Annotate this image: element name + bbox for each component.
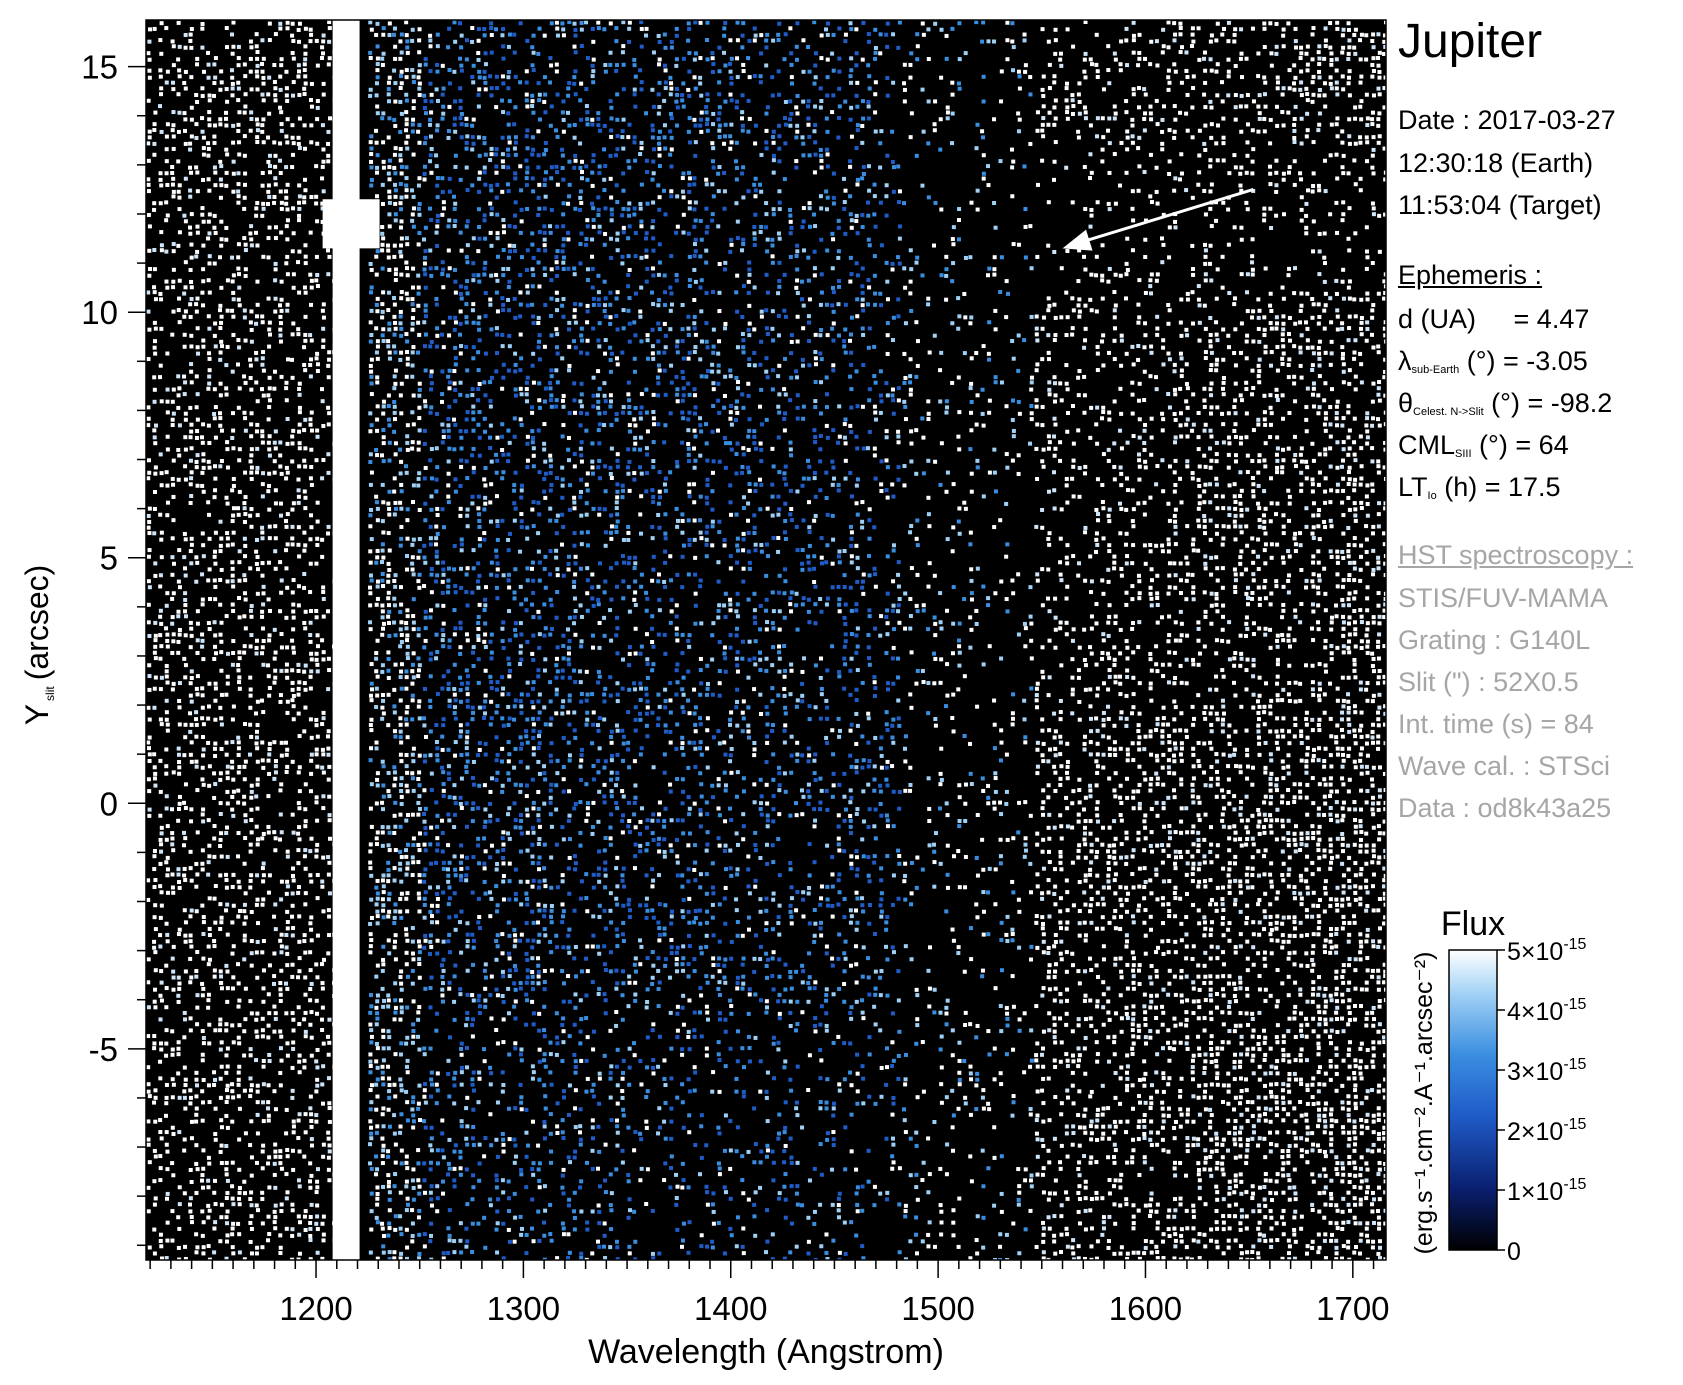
y-axis-label-main: Y xyxy=(19,704,55,725)
annotation-arrow-head xyxy=(1062,229,1093,251)
ephemeris-distance: d (UA) = 4.47 xyxy=(1398,306,1589,333)
theta-subscript: Celest. N->Slit xyxy=(1413,406,1484,418)
target-time-text: 11:53:04 (Target) xyxy=(1398,190,1602,220)
y-tick-label: 15 xyxy=(81,49,118,86)
cml-subscript: SIII xyxy=(1455,448,1472,460)
cml-value: (°) = 64 xyxy=(1479,430,1569,460)
y-tick-label: -5 xyxy=(89,1031,118,1068)
x-tick-label: 1600 xyxy=(1109,1290,1182,1327)
x-tick-label: 1700 xyxy=(1316,1290,1389,1327)
hst-grating: Grating : G140L xyxy=(1398,625,1591,655)
colorbar-tick-label: 0 xyxy=(1507,1238,1521,1266)
lt-value: (h) = 17.5 xyxy=(1444,472,1561,502)
colorbar-tick-label: 2×10-15 xyxy=(1507,1116,1587,1146)
lambda-symbol: λ xyxy=(1398,346,1412,376)
earth-time-text: 12:30:18 (Earth) xyxy=(1398,148,1594,178)
hst-data-id: Data : od8k43a25 xyxy=(1398,793,1612,823)
y-axis-label-sub: slit xyxy=(43,686,57,701)
plot-frame xyxy=(145,19,1387,1261)
colorbar-title: Flux xyxy=(1441,905,1505,943)
y-tick-label: 10 xyxy=(81,294,118,331)
cml-symbol: CML xyxy=(1398,430,1456,460)
hst-instrument: STIS/FUV-MAMA xyxy=(1398,583,1609,613)
ephemeris-theta: θCelest. N->Slit (°) = -98.2 xyxy=(1398,390,1612,418)
colorbar-tick-label: 4×10-15 xyxy=(1507,996,1587,1026)
lambda-value: (°) = -3.05 xyxy=(1466,346,1588,376)
theta-value: (°) = -98.2 xyxy=(1491,388,1613,418)
lyman-alpha-geocorona xyxy=(322,199,380,249)
hst-header: HST spectroscopy : xyxy=(1398,540,1634,570)
distance-value: = 4.47 xyxy=(1513,304,1590,334)
lt-subscript: Io xyxy=(1427,490,1437,502)
colorbar-tick-label: 5×10-15 xyxy=(1507,936,1587,966)
date-text: Date : 2017-03-27 xyxy=(1398,105,1616,135)
ephemeris-cml: CMLSIII (°) = 64 xyxy=(1398,432,1569,460)
x-tick-label: 1200 xyxy=(279,1290,352,1327)
x-tick-label: 1400 xyxy=(694,1290,767,1327)
lt-symbol: LT xyxy=(1398,472,1428,502)
hst-int-time: Int. time (s) = 84 xyxy=(1398,709,1594,739)
axes: 1200 1300 1400 1500 1600 1700 15 10 5 0 -5 xyxy=(81,49,1389,1327)
spectrum-image xyxy=(146,20,1386,1260)
ephemeris-lambda: λsub-Earth (°) = -3.05 xyxy=(1398,348,1588,376)
colorbar: Flux (erg.s⁻¹.cm⁻².A⁻¹.arcsec⁻²) 5×10-15… xyxy=(1410,905,1587,1266)
plot-area xyxy=(145,19,1387,1261)
colorbar-gradient xyxy=(1448,949,1498,1251)
annotation-arrow-line xyxy=(1080,187,1254,244)
y-tick-label: 5 xyxy=(100,540,118,577)
colorbar-tick-label: 3×10-15 xyxy=(1507,1056,1587,1086)
x-axis-label: Wavelength (Angstrom) xyxy=(588,1333,944,1371)
x-tick-label: 1500 xyxy=(901,1290,974,1327)
ephemeris-lt: LTIo (h) = 17.5 xyxy=(1398,474,1561,502)
hst-wave-cal: Wave cal. : STSci xyxy=(1398,751,1611,781)
y-axis-label: Yslit (arcsec) xyxy=(19,565,57,726)
y-axis-label-unit: (arcsec) xyxy=(19,565,55,681)
colorbar-unit-label: (erg.s⁻¹.cm⁻².A⁻¹.arcsec⁻²) xyxy=(1410,952,1438,1255)
distance-label: d (UA) xyxy=(1398,304,1477,334)
hst-slit: Slit (") : 52X0.5 xyxy=(1398,667,1579,697)
theta-symbol: θ xyxy=(1398,388,1414,418)
planet-title: Jupiter xyxy=(1398,15,1543,68)
y-tick-label: 0 xyxy=(100,785,118,822)
lambda-subscript: sub-Earth xyxy=(1411,364,1460,376)
ephemeris-header: Ephemeris : xyxy=(1398,260,1543,290)
colorbar-tick-label: 1×10-15 xyxy=(1507,1176,1587,1206)
x-tick-label: 1300 xyxy=(487,1290,560,1327)
